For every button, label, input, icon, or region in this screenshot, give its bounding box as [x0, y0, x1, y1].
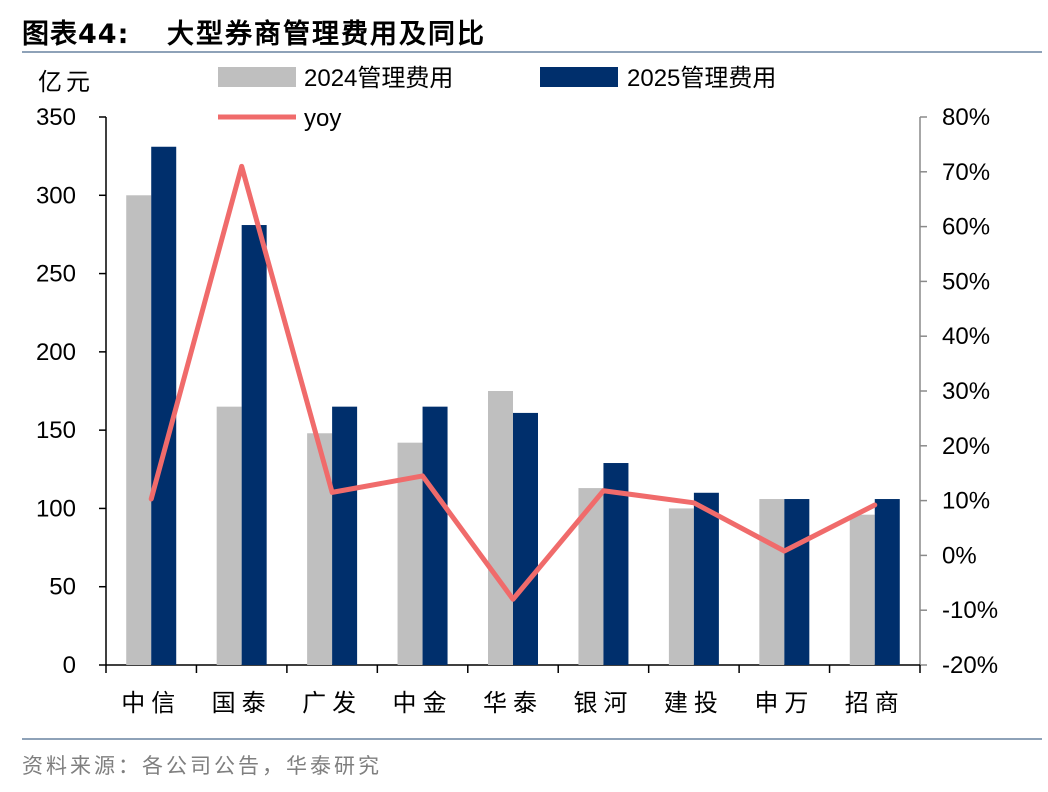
right-tick-label: -10%: [942, 597, 998, 624]
right-tick-label: 40%: [942, 323, 990, 350]
left-tick-label: 0: [63, 652, 76, 679]
category-label: 招商: [845, 690, 905, 717]
right-tick-label: 0%: [942, 542, 977, 569]
header-divider: [22, 51, 1042, 53]
category-label: 中信: [121, 690, 181, 717]
legend-label-2024: 2024管理费用: [304, 65, 453, 92]
right-tick-label: 80%: [942, 104, 990, 131]
bar-2024-6: [668, 508, 694, 665]
left-tick-label: 250: [36, 261, 76, 288]
category-label: 华泰: [483, 690, 543, 717]
left-tick-label: 50: [49, 574, 76, 601]
bar-2024-2: [307, 433, 333, 665]
left-tick-label: 300: [36, 182, 76, 209]
bar-2024-0: [126, 195, 152, 666]
bar-2025-7: [784, 499, 810, 665]
category-label: 中金: [393, 690, 453, 717]
right-tick-label: 60%: [942, 214, 990, 241]
figure-title: 大型券商管理费用及同比: [167, 19, 486, 50]
left-tick-label: 100: [36, 495, 76, 522]
category-label: 银河: [573, 690, 633, 717]
right-tick-label: 10%: [942, 488, 990, 515]
left-tick-label: 200: [36, 339, 76, 366]
category-label: 国泰: [212, 690, 272, 717]
left-axis-label: 亿元: [38, 69, 94, 96]
category-label: 建投: [664, 690, 724, 717]
bar-2025-1: [241, 225, 267, 665]
yoy-line: [148, 163, 878, 602]
bar-2025-0: [151, 146, 177, 666]
right-tick-label: 50%: [942, 268, 990, 295]
right-tick-label: 30%: [942, 378, 990, 405]
right-tick-label: 70%: [942, 159, 990, 186]
legend-label-yoy: yoy: [304, 105, 341, 132]
category-label: 广发: [302, 690, 362, 717]
bar-2025-8: [874, 499, 900, 665]
source-note: 资料来源：各公司公告，华泰研究: [22, 754, 382, 778]
right-tick-label: -20%: [942, 652, 998, 679]
category-label: 申万: [754, 690, 814, 717]
bar-2025-5: [603, 463, 629, 665]
bar-2024-7: [759, 499, 785, 665]
legend-swatch-2024: [218, 67, 296, 87]
legend-label-2025: 2025管理费用: [627, 65, 776, 92]
bar-2025-3: [422, 406, 448, 665]
right-tick-label: 20%: [942, 433, 990, 460]
left-tick-label: 350: [36, 104, 76, 131]
bar-2024-8: [849, 514, 875, 665]
figure-label: 图表44:: [22, 19, 130, 50]
bar-2024-4: [488, 391, 513, 665]
bar-2025-2: [332, 406, 358, 665]
left-tick-label: 150: [36, 417, 76, 444]
bar-2025-6: [693, 492, 719, 665]
bar-2024-1: [216, 406, 242, 665]
legend-swatch-2025: [540, 67, 618, 87]
footer-divider: [22, 738, 1042, 740]
figure-header: 图表44: 大型券商管理费用及同比: [22, 10, 1042, 52]
bar-2025-4: [513, 412, 538, 665]
